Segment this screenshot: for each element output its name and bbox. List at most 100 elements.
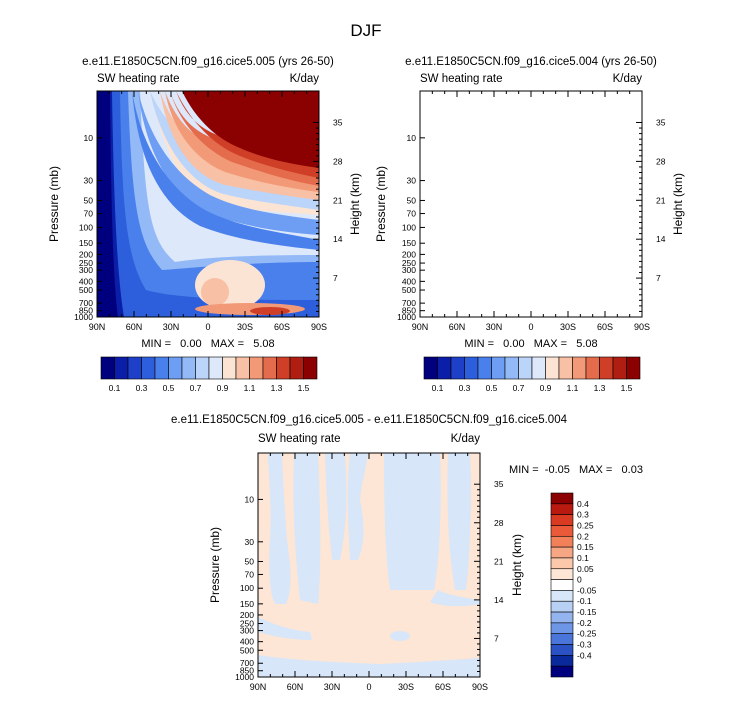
colorbar-swatch <box>550 622 574 635</box>
colorbar-swatch <box>303 356 318 380</box>
colorbar-swatch <box>518 356 533 380</box>
colorbar-label: -0.25 <box>577 629 597 639</box>
colorbar-label: 0.2 <box>577 531 589 541</box>
y-tick-label: 250 <box>240 619 254 629</box>
contour-band <box>499 91 642 178</box>
colorbar-swatch <box>141 356 156 380</box>
x-tick-label: 30N <box>486 322 503 332</box>
colorbar-swatch <box>550 655 574 667</box>
colorbar-swatch <box>572 356 587 380</box>
colorbar-swatch <box>181 356 196 380</box>
height-tick-label: 21 <box>494 556 504 566</box>
x-ticks: 90N 60N 30N 0 30S 60S 90S <box>412 91 650 332</box>
y-tick-label: 500 <box>79 285 93 295</box>
contour-band <box>483 91 642 200</box>
y-tick-label: 10 <box>84 133 94 143</box>
colorbar-label: 1.3 <box>594 383 606 393</box>
colorbar-swatch <box>100 356 115 380</box>
y-tick-label: 500 <box>402 285 416 295</box>
y-tick-label: 700 <box>240 658 254 668</box>
colorbar-swatch <box>599 356 614 380</box>
y-tick-label: 400 <box>79 276 93 286</box>
y-tick-label: 300 <box>79 265 93 275</box>
colorbar-swatch <box>550 503 574 515</box>
contour-band <box>97 91 118 317</box>
x-tick-label: 30S <box>398 682 414 692</box>
colorbar-swatch <box>550 633 574 645</box>
plot-frame <box>419 90 643 318</box>
colorbar-label: 0.7 <box>513 383 525 393</box>
colorbar-label: 1.1 <box>567 383 579 393</box>
colorbar-label: 0.3 <box>577 510 589 520</box>
colorbar-swatch <box>558 356 573 380</box>
min-max-label: MIN = -0.05 MAX = 0.03 <box>509 464 643 476</box>
colorbar-swatch <box>550 644 574 656</box>
colorbar-label: 0.4 <box>577 499 589 509</box>
colorbar-swatch <box>154 356 169 380</box>
colorbar-swatch <box>550 514 574 526</box>
x-tick-label: 90N <box>89 322 106 332</box>
y-tick-label: 10 <box>407 133 417 143</box>
colorbar-swatch <box>545 356 560 380</box>
heatmap-field <box>258 453 480 677</box>
variable-label: SW heating rate <box>97 73 179 85</box>
y-tick-label: 1000 <box>397 312 416 322</box>
contour-blob <box>250 307 290 315</box>
negative-region <box>430 590 480 607</box>
negative-region <box>258 655 480 677</box>
contour-band <box>473 91 642 210</box>
colorbar-label: -0.15 <box>577 607 597 617</box>
colorbar-swatch <box>550 535 574 548</box>
x-tick-label: 90N <box>250 682 267 692</box>
colorbar-swatch <box>531 356 546 380</box>
negative-region <box>447 453 471 590</box>
colorbar-swatch <box>208 356 223 380</box>
height-ticks: 35 28 21 14 7 <box>313 117 343 312</box>
contour-band <box>138 91 319 235</box>
colorbar-swatch <box>504 356 519 380</box>
height-tick-label: 7 <box>656 273 661 283</box>
colorbar-swatch <box>235 356 250 380</box>
height-tick-label: 21 <box>333 195 343 205</box>
negative-region <box>390 631 410 641</box>
colorbar-swatch <box>276 356 291 380</box>
contour-band <box>420 91 441 317</box>
height-tick-label: 7 <box>494 633 499 643</box>
y-tick-label: 850 <box>79 306 93 316</box>
panel-title: e.e11.E1850C5CN.f09_g16.cice5.005 - e.e1… <box>171 414 568 426</box>
y-tick-label: 700 <box>402 298 416 308</box>
colorbar-swatch <box>626 356 641 380</box>
height-tick-label: 28 <box>494 518 504 528</box>
field-background <box>258 453 480 677</box>
height-tick-label: 21 <box>656 195 666 205</box>
contour-band <box>473 91 642 215</box>
y-tick-label: 250 <box>402 258 416 268</box>
x-tick-label: 60S <box>435 682 451 692</box>
colorbar-label: 0.5 <box>486 383 498 393</box>
negative-region <box>258 617 312 640</box>
contour-band <box>132 91 319 250</box>
colorbar-swatch <box>550 611 574 624</box>
colorbar-label: 0 <box>577 575 582 585</box>
y-tick-label: 50 <box>84 195 94 205</box>
colorbar-label: 0.1 <box>432 383 444 393</box>
colorbar-swatch <box>450 356 465 380</box>
negative-region <box>384 453 441 590</box>
colorbar-swatch <box>550 492 574 505</box>
contour-blob <box>518 303 628 315</box>
colorbar-swatch <box>114 356 129 380</box>
heatmap-field <box>97 91 319 317</box>
colorbar-swatch <box>289 356 304 380</box>
colorbar-label: 0.05 <box>577 564 594 574</box>
contour-band <box>461 91 642 235</box>
x-tick-label: 0 <box>528 322 533 332</box>
y-tick-label: 1000 <box>235 672 254 682</box>
contour-band <box>420 91 642 317</box>
variable-label: SW heating rate <box>420 73 502 85</box>
x-tick-label: 60N <box>449 322 466 332</box>
contour-band <box>420 91 447 317</box>
colorbar-label: 0.9 <box>540 383 552 393</box>
y-tick-label: 200 <box>402 249 416 259</box>
y-tick-label: 70 <box>407 209 417 219</box>
